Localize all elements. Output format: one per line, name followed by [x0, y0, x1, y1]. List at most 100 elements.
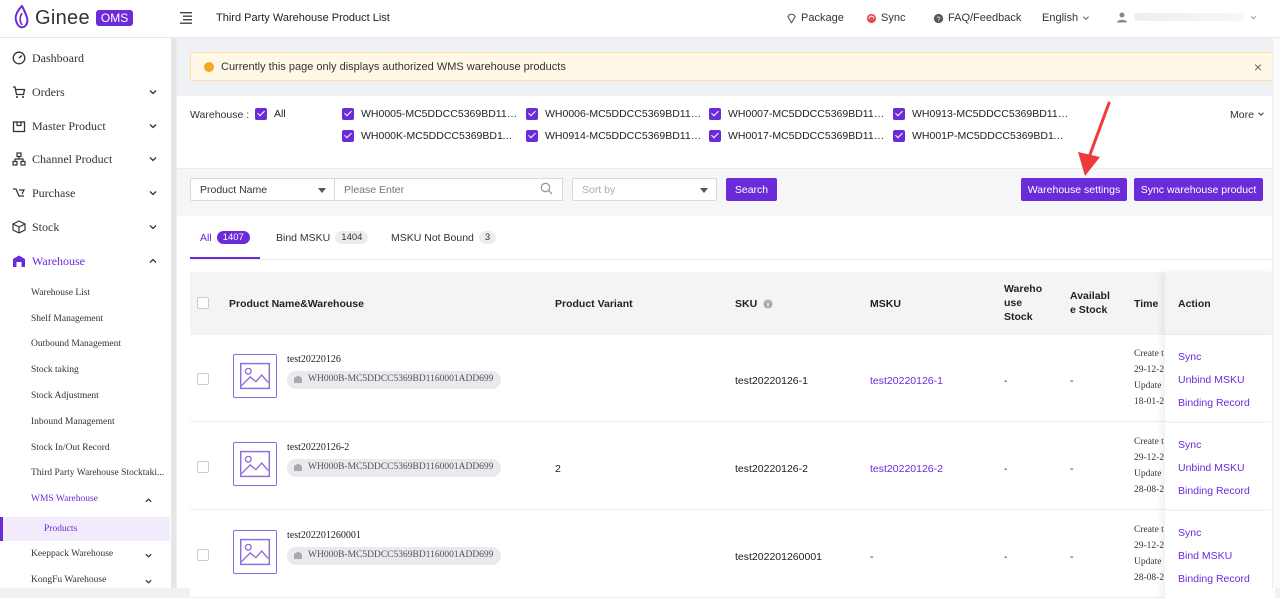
nav-stock-adjustment[interactable]: Stock Adjustment [31, 391, 99, 401]
tab-bind-msku[interactable]: Bind MSKU 1404 [276, 231, 369, 244]
unbind-msku-action[interactable]: Unbind MSKU [1178, 462, 1245, 474]
nav-products[interactable]: Products [0, 517, 170, 541]
action-cell: Sync Unbind MSKU Binding Record [1165, 423, 1275, 510]
close-icon[interactable]: × [1253, 59, 1262, 75]
count-badge: 1404 [335, 231, 369, 244]
binding-record-action[interactable]: Binding Record [1178, 573, 1250, 585]
bind-msku-action[interactable]: Bind MSKU [1178, 550, 1233, 562]
user-menu[interactable] [1116, 11, 1257, 23]
chevron-down-icon [149, 225, 157, 230]
search-field-select[interactable]: Product Name [190, 178, 335, 201]
package-link[interactable]: Package [786, 12, 844, 24]
row-checkbox[interactable] [197, 373, 209, 385]
cart-icon [13, 86, 26, 98]
warehouse-checkbox[interactable]: WH0914-MC5DDCC5369BD1160... [526, 130, 704, 142]
nav-outbound-management[interactable]: Outbound Management [31, 339, 121, 349]
nav-label: Purchase [32, 185, 76, 200]
time-line: 29-12-2 [1134, 541, 1164, 551]
search-button[interactable]: Search [726, 178, 777, 201]
time-line: Update [1134, 557, 1162, 567]
sidebar-scrollbar[interactable] [171, 38, 176, 588]
chevron-down-icon [149, 191, 157, 196]
time-line: 29-12-2 [1134, 365, 1164, 375]
nav-wms-warehouse[interactable]: WMS Warehouse [31, 494, 169, 504]
nav-purchase[interactable]: Purchase [0, 176, 170, 210]
checkbox-label: WH000K-MC5DDCC5369BD1160... [361, 130, 518, 142]
select-all-checkbox[interactable] [197, 297, 209, 309]
action-cell: Sync Bind MSKU Binding Record [1165, 511, 1275, 598]
product-badge: OMS [95, 10, 134, 26]
search-input[interactable] [335, 178, 563, 201]
nav-shelf-management[interactable]: Shelf Management [31, 314, 104, 324]
nav-orders[interactable]: Orders [0, 75, 170, 109]
checkbox-checked-icon [255, 108, 267, 120]
content-scrollbar[interactable] [1272, 38, 1280, 588]
warehouse-checkbox[interactable]: WH0005-MC5DDCC5369BD1160... [342, 108, 520, 120]
main-content: Currently this page only displays author… [177, 38, 1280, 598]
checkbox-label: WH0914-MC5DDCC5369BD1160... [545, 130, 702, 142]
nav-stock[interactable]: Stock [0, 210, 170, 244]
sku-value: test20220126-1 [735, 375, 808, 387]
faq-link[interactable]: ? FAQ/Feedback [933, 12, 1021, 24]
nav-channel-product[interactable]: Channel Product [0, 142, 170, 176]
warehouse-settings-button[interactable]: Warehouse settings [1021, 178, 1127, 201]
count-badge: 1407 [216, 231, 250, 244]
search-icon[interactable] [540, 182, 553, 195]
user-icon [1117, 12, 1127, 23]
row-checkbox[interactable] [197, 461, 209, 473]
chevron-down-icon [149, 157, 157, 162]
nav-label: Products [44, 524, 78, 534]
warehouse-checkbox[interactable]: WH0007-MC5DDCC5369BD1160... [709, 108, 887, 120]
msku-link[interactable]: test20220126-2 [870, 463, 943, 475]
logo[interactable]: Ginee OMS [12, 5, 134, 31]
sync-icon [866, 13, 877, 23]
tab-msku-not-bound[interactable]: MSKU Not Bound 3 [391, 231, 497, 244]
time-line: Update [1134, 381, 1162, 391]
more-dropdown[interactable]: More [1230, 109, 1265, 121]
nav-third-party-stocktaking[interactable]: Third Party Warehouse Stocktaki... [31, 468, 165, 478]
sync-warehouse-product-button[interactable]: Sync warehouse product [1134, 178, 1263, 201]
nav-master-product[interactable]: Master Product [0, 109, 170, 143]
sync-action[interactable]: Sync [1178, 351, 1202, 363]
sync-action[interactable]: Sync [1178, 439, 1202, 451]
binding-record-action[interactable]: Binding Record [1178, 485, 1250, 497]
nav-dashboard[interactable]: Dashboard [0, 41, 170, 75]
row-checkbox[interactable] [197, 549, 209, 561]
nav-stock-in-out-record[interactable]: Stock In/Out Record [31, 443, 110, 453]
warehouse-checkbox[interactable]: WH0006-MC5DDCC5369BD1160... [526, 108, 704, 120]
sku-value: test202201260001 [735, 551, 822, 563]
nav-inbound-management[interactable]: Inbound Management [31, 417, 115, 427]
product-name: test20220126 [287, 354, 341, 365]
checkbox-checked-icon [342, 130, 354, 142]
column-header-sku: SKU [735, 297, 773, 311]
nav-kongfu-warehouse[interactable]: KongFu Warehouse [31, 575, 169, 585]
info-icon[interactable] [763, 299, 773, 309]
warehouse-checkbox[interactable]: WH001P-MC5DDCC5369BD1160... [893, 130, 1071, 142]
warehouse-all-checkbox[interactable]: All [255, 108, 286, 120]
tab-all[interactable]: All 1407 [200, 231, 250, 244]
available-stock: - [1070, 375, 1074, 387]
sync-action[interactable]: Sync [1178, 527, 1202, 539]
binding-record-action[interactable]: Binding Record [1178, 397, 1250, 409]
column-header: SKU [735, 298, 758, 310]
unbind-msku-action[interactable]: Unbind MSKU [1178, 374, 1245, 386]
time-cell: Create t 29-12-2 Update 28-08-2 [1134, 434, 1164, 498]
warehouse-checkbox[interactable]: WH000K-MC5DDCC5369BD1160... [342, 130, 520, 142]
channel-icon [12, 152, 26, 166]
sync-link[interactable]: Sync [866, 12, 905, 24]
nav-stock-taking[interactable]: Stock taking [31, 365, 79, 375]
warehouse-checkbox[interactable]: WH0913-MC5DDCC5369BD1160... [893, 108, 1071, 120]
language-select[interactable]: English [1042, 12, 1090, 24]
checkbox-checked-icon [893, 130, 905, 142]
top-bar: Ginee OMS Third Party Warehouse Product … [0, 0, 1280, 38]
warehouse-checkbox[interactable]: WH0017-MC5DDCC5369BD1160... [709, 130, 887, 142]
nav-keeppack-warehouse[interactable]: Keeppack Warehouse [31, 549, 169, 559]
menu-collapse-icon[interactable] [179, 11, 193, 25]
nav-warehouse[interactable]: Warehouse [0, 244, 170, 278]
sort-select[interactable]: Sort by [572, 178, 717, 201]
msku-link[interactable]: test20220126-1 [870, 375, 943, 387]
action-column-header: Action [1165, 272, 1275, 335]
nav-warehouse-list[interactable]: Warehouse List [31, 288, 91, 298]
nav-label: Stock [32, 219, 60, 234]
warehouse-tag: WH000B-MC5DDCC5369BD1160001ADD699 [287, 371, 502, 389]
